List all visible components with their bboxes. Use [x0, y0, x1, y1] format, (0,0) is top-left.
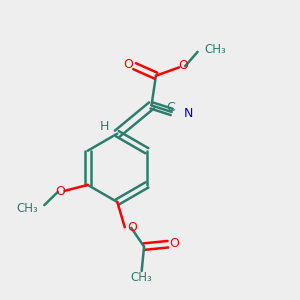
Text: O: O [55, 185, 65, 198]
Text: O: O [127, 221, 137, 234]
Text: C: C [166, 101, 175, 114]
Text: N: N [183, 107, 193, 120]
Text: CH₃: CH₃ [16, 202, 38, 214]
Text: CH₃: CH₃ [131, 271, 153, 284]
Text: O: O [169, 237, 179, 250]
Text: H: H [100, 120, 110, 133]
Text: O: O [178, 59, 188, 72]
Text: O: O [123, 58, 133, 71]
Text: CH₃: CH₃ [205, 43, 226, 56]
